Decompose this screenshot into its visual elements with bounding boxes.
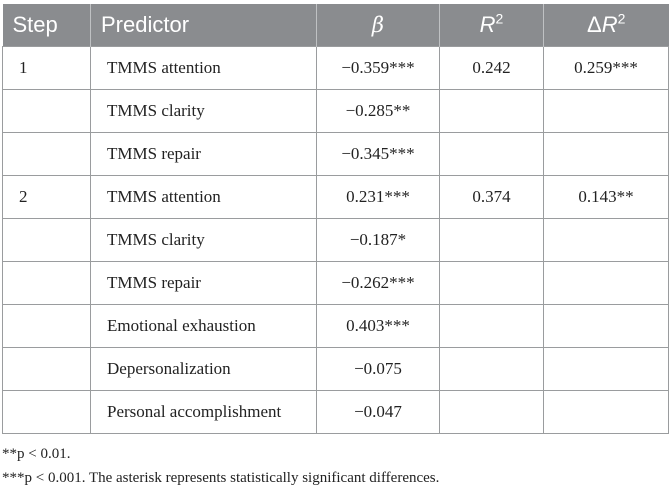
cell-step — [2, 89, 91, 133]
table-row: 2 TMMS attention 0.231*** 0.374 0.143** — [2, 175, 669, 219]
cell-predictor: TMMS attention — [90, 175, 317, 219]
cell-delta-r-squared — [543, 304, 669, 348]
cell-r-squared — [439, 132, 544, 176]
cell-beta: −0.262*** — [316, 261, 440, 305]
header-r-squared: R2 — [439, 4, 544, 47]
table-row: TMMS clarity −0.285** — [2, 89, 669, 133]
regression-table: Step Predictor β R2 ΔR2 1 TMMS attention −… — [2, 4, 669, 434]
table-row: TMMS repair −0.345*** — [2, 132, 669, 176]
cell-r-squared — [439, 390, 544, 434]
cell-step — [2, 390, 91, 434]
cell-step — [2, 304, 91, 348]
table-row: Emotional exhaustion 0.403*** — [2, 304, 669, 348]
cell-r-squared — [439, 261, 544, 305]
cell-delta-r-squared — [543, 218, 669, 262]
regression-table-container: Step Predictor β R2 ΔR2 1 TMMS attention −… — [2, 4, 669, 490]
header-r-squared-sup: 2 — [495, 10, 504, 27]
header-predictor: Predictor — [90, 4, 317, 47]
cell-beta: −0.075 — [316, 347, 440, 391]
table-row: Personal accomplishment −0.047 — [2, 390, 669, 434]
cell-beta: −0.345*** — [316, 132, 440, 176]
header-delta-r-squared: ΔR2 — [543, 4, 669, 47]
cell-beta: −0.359*** — [316, 46, 440, 90]
table-notes: **p < 0.01. ***p < 0.001. The asterisk r… — [2, 442, 668, 490]
table-body: 1 TMMS attention −0.359*** 0.242 0.259*** TMM… — [2, 46, 669, 434]
header-delta-r-squared-base: R — [601, 12, 618, 37]
cell-predictor: Emotional exhaustion — [90, 304, 317, 348]
cell-step — [2, 347, 91, 391]
header-beta: β — [316, 4, 440, 47]
cell-step: 1 — [2, 46, 91, 90]
cell-beta: −0.047 — [316, 390, 440, 434]
header-delta-r-squared-sup: 2 — [617, 10, 626, 27]
cell-delta-r-squared — [543, 390, 669, 434]
cell-delta-r-squared: 0.259*** — [543, 46, 669, 90]
cell-delta-r-squared: 0.143** — [543, 175, 669, 219]
cell-delta-r-squared — [543, 347, 669, 391]
cell-step — [2, 261, 91, 305]
cell-r-squared: 0.374 — [439, 175, 544, 219]
note-p-001: **p < 0.01. — [2, 446, 71, 462]
table-row: Depersonalization −0.075 — [2, 347, 669, 391]
table-row: 1 TMMS attention −0.359*** 0.242 0.259*** — [2, 46, 669, 90]
cell-predictor: TMMS clarity — [90, 218, 317, 262]
cell-predictor: Depersonalization — [90, 347, 317, 391]
cell-r-squared — [439, 304, 544, 348]
header-r-squared-base: R — [479, 12, 496, 37]
cell-predictor: Personal accomplishment — [90, 390, 317, 434]
cell-step: 2 — [2, 175, 91, 219]
cell-predictor: TMMS repair — [90, 132, 317, 176]
cell-r-squared — [439, 89, 544, 133]
note-p-0001: ***p < 0.001. The asterisk represents st… — [2, 470, 440, 486]
header-step: Step — [2, 4, 91, 47]
cell-r-squared: 0.242 — [439, 46, 544, 90]
cell-delta-r-squared — [543, 132, 669, 176]
table-row: TMMS repair −0.262*** — [2, 261, 669, 305]
cell-delta-r-squared — [543, 89, 669, 133]
cell-predictor: TMMS clarity — [90, 89, 317, 133]
table-header: Step Predictor β R2 ΔR2 — [2, 4, 669, 47]
cell-r-squared — [439, 218, 544, 262]
cell-beta: −0.285** — [316, 89, 440, 133]
cell-r-squared — [439, 347, 544, 391]
cell-delta-r-squared — [543, 261, 669, 305]
cell-beta: −0.187* — [316, 218, 440, 262]
cell-beta: 0.231*** — [316, 175, 440, 219]
header-delta-symbol: Δ — [587, 12, 602, 37]
cell-step — [2, 218, 91, 262]
cell-predictor: TMMS repair — [90, 261, 317, 305]
header-row: Step Predictor β R2 ΔR2 — [2, 4, 669, 47]
cell-step — [2, 132, 91, 176]
cell-predictor: TMMS attention — [90, 46, 317, 90]
cell-beta: 0.403*** — [316, 304, 440, 348]
table-row: TMMS clarity −0.187* — [2, 218, 669, 262]
